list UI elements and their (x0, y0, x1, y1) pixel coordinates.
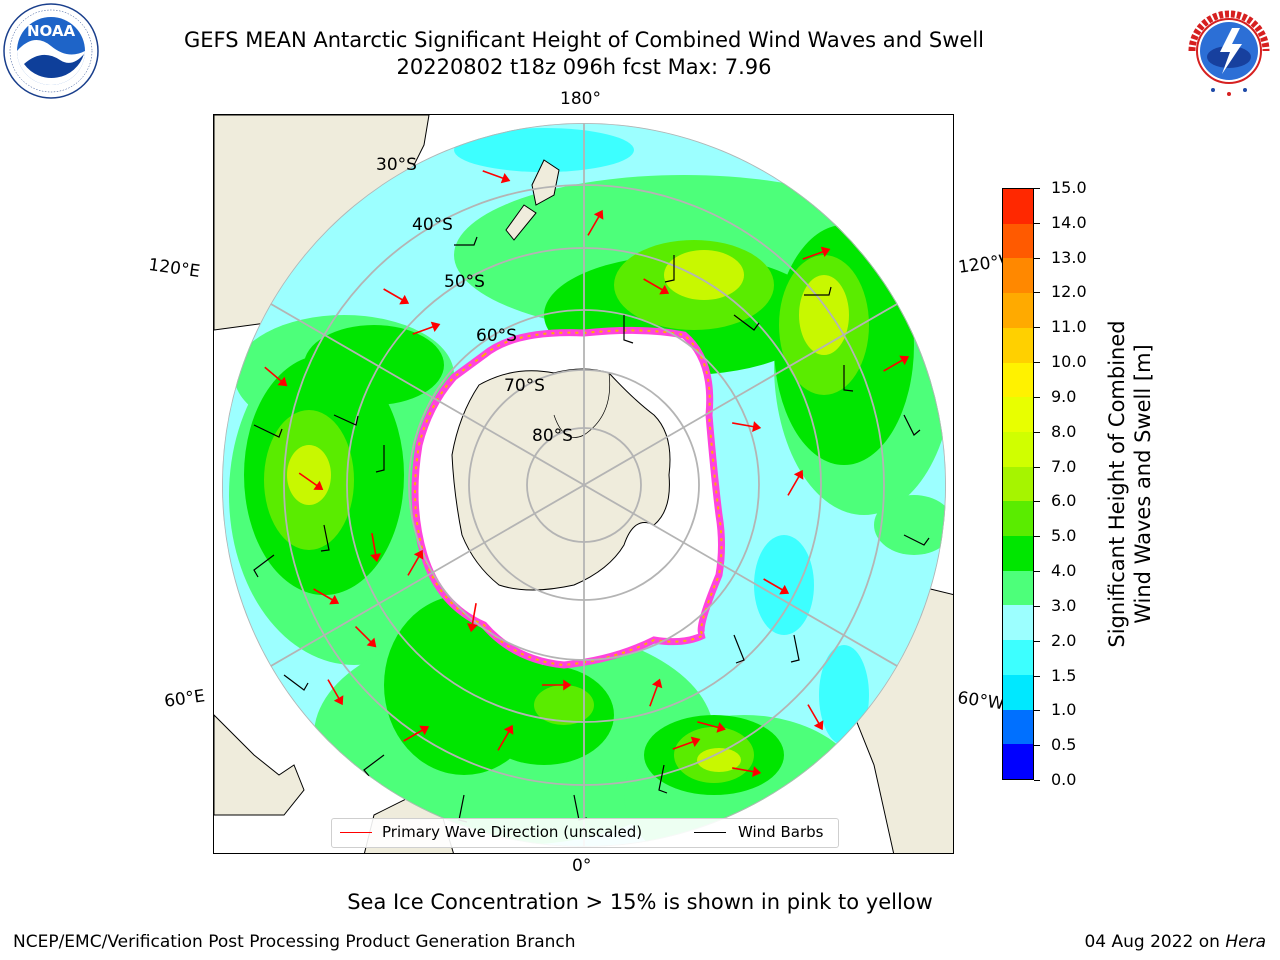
colorbar-tick-mark (1034, 222, 1040, 224)
colorbar-tick-label: 15.0 (1051, 178, 1087, 197)
sea-ice-caption: Sea Ice Concentration > 15% is shown in … (347, 890, 933, 914)
colorbar-tick-mark (1034, 257, 1040, 259)
colorbar-segment (1003, 223, 1033, 259)
colorbar-segment (1003, 327, 1033, 363)
colorbar-tick-mark (1034, 466, 1040, 468)
colorbar-tick-label: 6.0 (1051, 491, 1077, 511)
colorbar-tick-label: 8.0 (1051, 421, 1077, 441)
colorbar-segment (1003, 189, 1033, 224)
colorbar-label-line2: Wind Waves and Swell [m] (1131, 344, 1155, 624)
colorbar-tick-label: 11.0 (1051, 317, 1087, 337)
legend-wave-label: Primary Wave Direction (unscaled) (382, 823, 643, 841)
colorbar-tick-label: 1.0 (1051, 700, 1077, 720)
lat-label-60s: 60°S (476, 326, 517, 346)
lat-label-40s: 40°S (412, 215, 453, 235)
colorbar-tick-mark (1034, 431, 1040, 433)
wind-barbs (253, 236, 930, 823)
colorbar-label: Significant Height of Combined Wind Wave… (1100, 188, 1160, 780)
colorbar-segment (1003, 605, 1033, 641)
footer-branch: NCEP/EMC/Verification Post Processing Pr… (13, 932, 576, 952)
colorbar (1002, 188, 1034, 780)
colorbar-segment (1003, 466, 1033, 502)
colorbar-tick-mark (1034, 327, 1040, 329)
colorbar-tick-mark (1034, 710, 1040, 712)
colorbar-tick-mark (1034, 396, 1040, 398)
lon-label-60e: 60°E (163, 686, 207, 712)
colorbar-segment (1003, 397, 1033, 432)
lon-label-0: 0° (572, 856, 592, 876)
colorbar-segment (1003, 536, 1033, 571)
new-zealand-landmass (531, 159, 560, 206)
map-legend: Primary Wave Direction (unscaled) Wind B… (331, 818, 839, 848)
colorbar-tick-mark (1034, 536, 1040, 538)
legend-wind-label: Wind Barbs (738, 823, 824, 841)
chart-subtitle: 20220802 t18z 096h fcst Max: 7.96 (396, 55, 772, 79)
colorbar-label-line1: Significant Height of Combined (1105, 320, 1129, 648)
map-canvas: 30°S 40°S 50°S 60°S 70°S 80°S (214, 115, 953, 853)
colorbar-segment (1003, 258, 1033, 294)
lon-label-180: 180° (560, 89, 601, 109)
colorbar-tick-label: 14.0 (1051, 212, 1087, 232)
footer-date-text: 04 Aug 2022 on (1084, 932, 1226, 952)
colorbar-tick-mark (1034, 780, 1040, 781)
colorbar-tick-mark (1034, 745, 1040, 747)
lon-label-120e: 120°E (147, 255, 202, 283)
colorbar-tick-label: 9.0 (1051, 386, 1077, 406)
polar-map: 30°S 40°S 50°S 60°S 70°S 80°S (213, 114, 954, 854)
noaa-logo: NOAA (3, 3, 99, 99)
colorbar-tick-label: 2.0 (1051, 630, 1077, 650)
colorbar-tick-mark (1034, 675, 1040, 677)
noaa-wordmark: NOAA (27, 22, 76, 40)
colorbar-tick-label: 4.0 (1051, 561, 1077, 581)
lat-label-80s: 80°S (532, 426, 573, 446)
colorbar-segment (1003, 362, 1033, 398)
lat-label-50s: 50°S (444, 272, 485, 292)
colorbar-tick-label: 13.0 (1051, 247, 1087, 267)
colorbar-segment (1003, 570, 1033, 606)
colorbar-tick-label: 0.0 (1051, 770, 1077, 789)
footer-date: 04 Aug 2022 on Hera (1084, 932, 1266, 952)
colorbar-tick-label: 5.0 (1051, 526, 1077, 546)
lon-label-60w: 60°W (956, 688, 1006, 715)
colorbar-segment (1003, 674, 1033, 710)
colorbar-segment (1003, 640, 1033, 675)
nws-logo (1182, 4, 1276, 98)
colorbar-segment (1003, 709, 1033, 745)
colorbar-segment (1003, 501, 1033, 537)
colorbar-tick-label: 10.0 (1051, 352, 1087, 372)
colorbar-segment (1003, 293, 1033, 328)
wave-direction-swatch (340, 832, 372, 833)
chart-title: GEFS MEAN Antarctic Significant Height o… (183, 28, 985, 52)
colorbar-segment (1003, 431, 1033, 467)
colorbar-tick-mark (1034, 292, 1040, 294)
colorbar-tick-label: 0.5 (1051, 735, 1077, 755)
colorbar-tick-label: 1.5 (1051, 665, 1077, 685)
colorbar-tick-mark (1034, 501, 1040, 503)
africa-landmass (214, 714, 305, 816)
wind-barb-swatch (694, 832, 726, 833)
colorbar-tick-mark (1034, 571, 1040, 573)
colorbar-segment (1003, 744, 1033, 779)
colorbar-tick-mark (1034, 640, 1040, 642)
wave-arrows (264, 170, 910, 778)
lat-label-30s: 30°S (376, 155, 417, 175)
lat-label-70s: 70°S (504, 376, 545, 396)
colorbar-tick-label: 3.0 (1051, 595, 1077, 615)
colorbar-tick-mark (1034, 188, 1040, 189)
colorbar-tick-mark (1034, 605, 1040, 607)
footer-host: Hera (1225, 932, 1266, 952)
colorbar-tick-mark (1034, 362, 1040, 364)
colorbar-tick-label: 12.0 (1051, 282, 1087, 302)
colorbar-tick-label: 7.0 (1051, 456, 1077, 476)
graticule (222, 123, 946, 847)
colorbar-ticks: 0.0 0.5 1.0 1.5 2.0 3.0 4.0 5.0 6.0 7.0 8.0 9.0 10.0… (1034, 178, 1094, 789)
